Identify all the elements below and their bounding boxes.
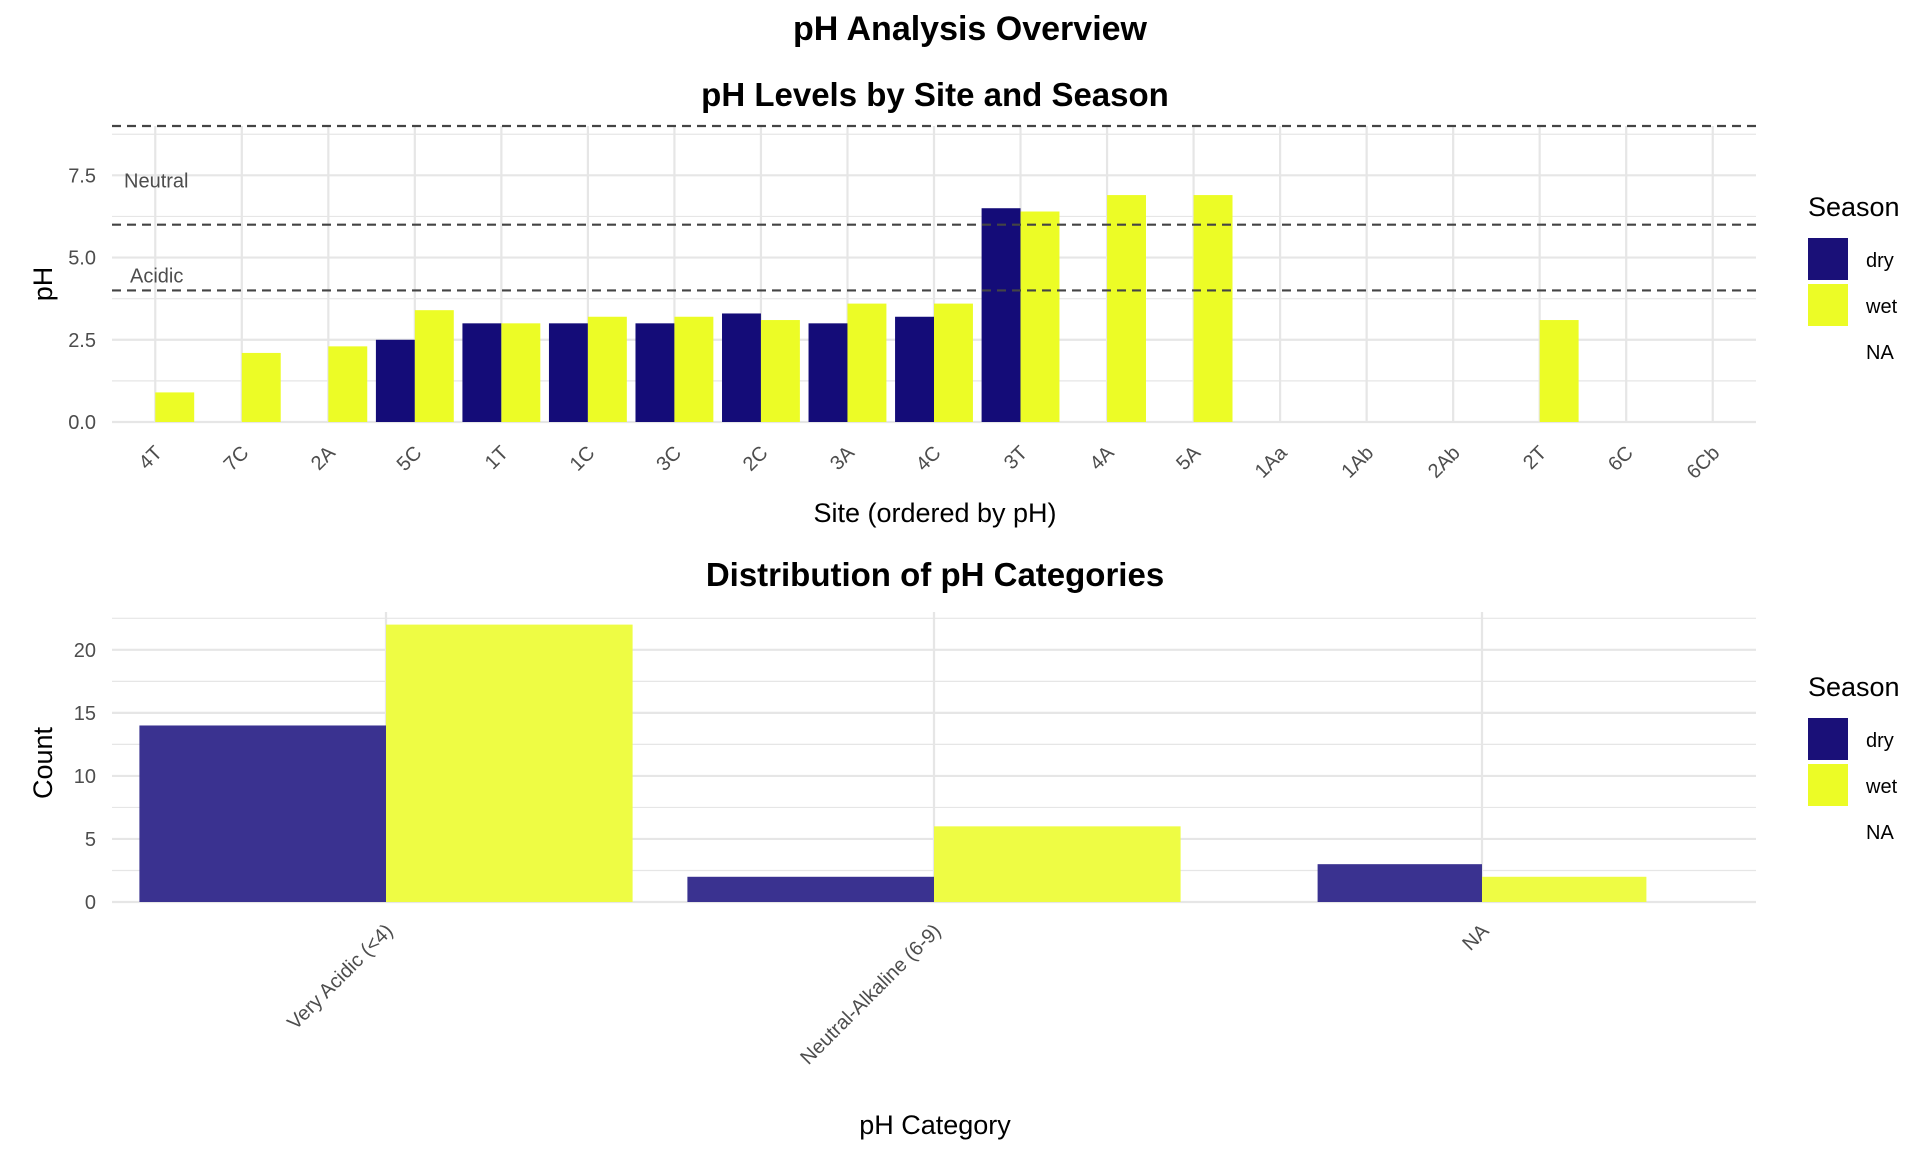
category-bar-wet-0 [386,624,633,902]
ph-levels-x-ticks: 4T 7C 2A 5C 1T 1C 3C 2C 3A 4C 3T 4A 5A 1Aa 1Ab 2Ab 2T 6C 6… [135,441,1725,483]
ph-levels-x-tick-label: 4T [135,442,167,474]
ph-levels-x-tick-label: 2Ab [1424,442,1465,483]
ph-levels-x-tick-label: 3T [1000,442,1032,474]
ph-levels-x-tick-label: 2C [739,442,773,476]
ph-bar-dry-3A [808,323,848,422]
legend-label-dry: dry [1866,730,1894,752]
ph-levels-xlabel: Site (ordered by pH) [813,498,1056,528]
ph-bar-wet-5A [1193,195,1233,422]
ph-category-title: Distribution of pH Categories [706,556,1164,593]
ph-bar-dry-5C [375,339,415,422]
legend-label-NA: NA [1866,342,1894,364]
legend-title: Season [1808,192,1900,222]
ph-levels-x-tick-label: 1C [566,442,600,476]
ph-bar-wet-4C [934,303,973,422]
ph-bar-wet-2C [760,320,800,422]
ph-levels-x-tick-label: 1Aa [1251,441,1292,482]
ph-levels-x-tick-label: 2A [307,442,340,475]
ph-bar-wet-2T [1539,320,1579,422]
legend-label-wet: wet [1865,776,1898,798]
ph-levels-legend: Season dry wet NA [1808,192,1900,364]
category-bar-dry-2 [1317,864,1482,902]
ph-bar-wet-1T [501,323,541,422]
ph-category-xlabel: pH Category [859,1110,1011,1140]
ph-levels-title: pH Levels by Site and Season [701,76,1169,113]
ph-category-y-ticks: 0 5 10 15 20 [74,640,96,914]
ph-category-x-ticks: Very Acidic (<4) Neutral-Alkaline (6-9) NA [283,920,1494,1070]
category-bar-wet-1 [934,826,1181,902]
ph-levels-x-tick-label: 3C [652,442,686,476]
legend-label-dry: dry [1866,250,1894,272]
ph-levels-reference-lines: Acidic Neutral [112,124,1756,292]
ph-levels-chart: pH Levels by Site and Season Site (order… [28,76,1756,528]
ph-levels-ylabel: pH [28,267,58,302]
ph-levels-x-tick-label: 4A [1086,442,1119,475]
ph-bar-wet-1C [587,316,627,422]
ph-bar-dry-1T [462,323,502,422]
category-bar-dry-0 [139,725,386,902]
category-bar-wet-2 [1482,876,1647,902]
ph-category-y-tick-label: 5 [85,829,96,851]
ph-levels-y-ticks: 0.0 2.5 5.0 7.5 [68,165,96,434]
ph-bar-wet-4A [1107,195,1146,422]
ph-levels-x-tick-label: 1Ab [1337,442,1378,483]
legend-swatch-dry [1808,238,1848,280]
ph-bar-dry-1C [548,323,588,422]
ph-levels-x-tick-label: 3A [826,442,859,475]
ph-category-legend: Season dry wet NA [1808,672,1900,844]
ph-bar-wet-7C [241,352,281,422]
ph-category-chart: Distribution of pH Categories pH Categor… [28,556,1756,1140]
neutral-threshold-label: Neutral [124,171,188,193]
ph-levels-x-tick-label: 2T [1519,442,1551,474]
ph-category-x-tick-label: NA [1458,920,1494,956]
ph-category-x-tick-label: Very Acidic (<4) [283,920,397,1034]
ph-levels-y-tick-label: 5.0 [68,248,96,270]
legend-label-NA: NA [1866,822,1894,844]
ph-levels-x-tick-label: 6Cb [1683,442,1725,484]
ph-levels-x-tick-label: 5C [393,442,427,476]
category-bar-dry-1 [687,876,934,902]
ph-levels-y-tick-label: 7.5 [68,165,96,187]
ph-bar-dry-4C [895,316,934,422]
ph-levels-x-tick-label: 4C [912,442,946,476]
ph-bar-dry-3C [635,323,675,422]
figure-title: pH Analysis Overview [793,10,1148,48]
ph-levels-x-tick-label: 5A [1172,442,1205,475]
ph-levels-x-tick-label: 1T [481,442,513,474]
ph-levels-bars [155,195,1579,422]
ph-bar-wet-2A [328,346,368,422]
legend-title: Season [1808,672,1900,702]
ph-bar-wet-5C [414,310,454,422]
ph-category-y-tick-label: 0 [85,892,96,914]
ph-bar-wet-3A [847,303,887,422]
ph-bar-wet-4T [155,392,195,422]
legend-swatch-dry [1808,718,1848,760]
ph-levels-x-tick-label: 7C [220,442,254,476]
ph-category-y-tick-label: 15 [74,703,96,725]
ph-levels-x-tick-label: 6C [1604,442,1638,476]
ph-bar-wet-3T [1020,211,1060,422]
ph-levels-y-tick-label: 0.0 [68,412,96,434]
ph-levels-y-tick-label: 2.5 [68,330,96,352]
ph-category-y-tick-label: 10 [74,766,96,788]
ph-category-x-tick-label: Neutral-Alkaline (6-9) [796,920,945,1069]
legend-swatch-wet [1808,764,1848,806]
ph-bar-dry-2C [722,313,761,422]
ph-category-bars [139,624,1647,902]
legend-label-wet: wet [1865,296,1898,318]
ph-bar-dry-3T [981,208,1021,422]
ph-category-ylabel: Count [28,726,58,799]
acidic-threshold-label: Acidic [130,265,183,287]
legend-swatch-wet [1808,284,1848,326]
ph-bar-wet-3C [674,316,714,422]
ph-category-y-tick-label: 20 [74,640,96,662]
